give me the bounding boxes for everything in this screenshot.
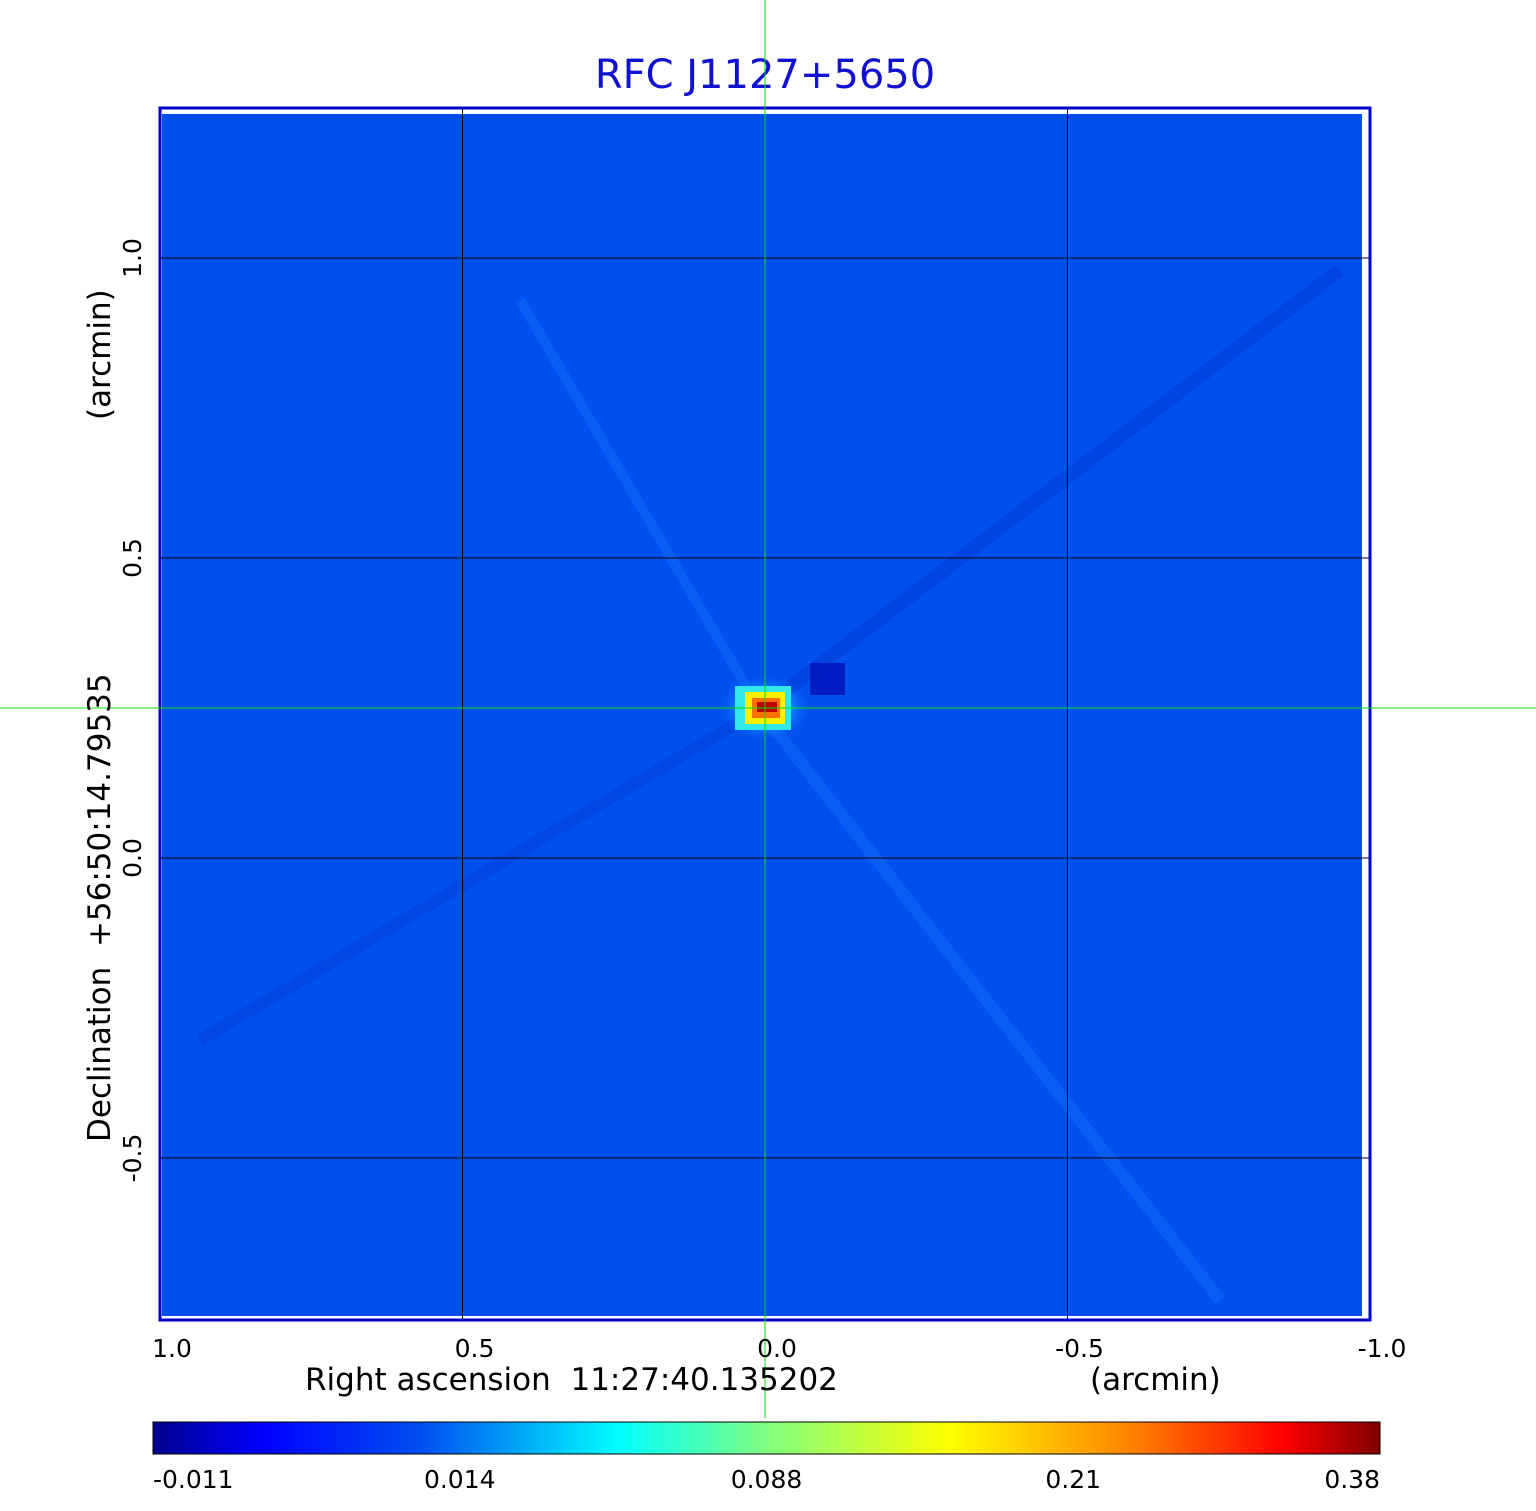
y-axis-unit: (arcmin) bbox=[82, 289, 118, 420]
source-peak bbox=[757, 702, 777, 712]
sidelobe-streaks bbox=[196, 264, 1345, 1304]
x-axis-label: Right ascension 11:27:40.135202 bbox=[305, 1362, 838, 1398]
x-tick-label: -0.5 bbox=[1055, 1334, 1104, 1363]
crosshair bbox=[0, 0, 1536, 1418]
y-axis-label: Declination +56:50:14.79535 bbox=[82, 673, 118, 1142]
negative-sidelobe bbox=[810, 663, 845, 695]
x-tick-label: -1.0 bbox=[1358, 1334, 1407, 1363]
colorbar-tick-labels: -0.011 0.014 0.088 0.21 0.38 bbox=[153, 1465, 1380, 1494]
x-tick-label: 0.5 bbox=[455, 1334, 495, 1363]
x-tick-labels: 1.0 0.5 0.0 -0.5 -1.0 bbox=[152, 1334, 1406, 1363]
colorbar bbox=[152, 1421, 1381, 1455]
colorbar-tick-label: 0.088 bbox=[731, 1465, 803, 1494]
y-tick-labels: 1.0 0.5 0.0 -0.5 bbox=[118, 238, 147, 1182]
colorbar-tick-label: 0.38 bbox=[1324, 1465, 1380, 1494]
y-tick-label: -0.5 bbox=[118, 1134, 147, 1183]
y-tick-label: 1.0 bbox=[118, 238, 147, 278]
y-tick-label: 0.5 bbox=[118, 538, 147, 578]
colorbar-tick-label: 0.21 bbox=[1045, 1465, 1101, 1494]
y-tick-label: 0.0 bbox=[118, 838, 147, 878]
colorbar-tick-label: -0.011 bbox=[153, 1465, 234, 1494]
x-tick-label: 1.0 bbox=[152, 1334, 192, 1363]
x-tick-label: 0.0 bbox=[757, 1334, 797, 1363]
colorbar-tick-label: 0.014 bbox=[424, 1465, 496, 1494]
x-axis-unit: (arcmin) bbox=[1090, 1362, 1221, 1398]
